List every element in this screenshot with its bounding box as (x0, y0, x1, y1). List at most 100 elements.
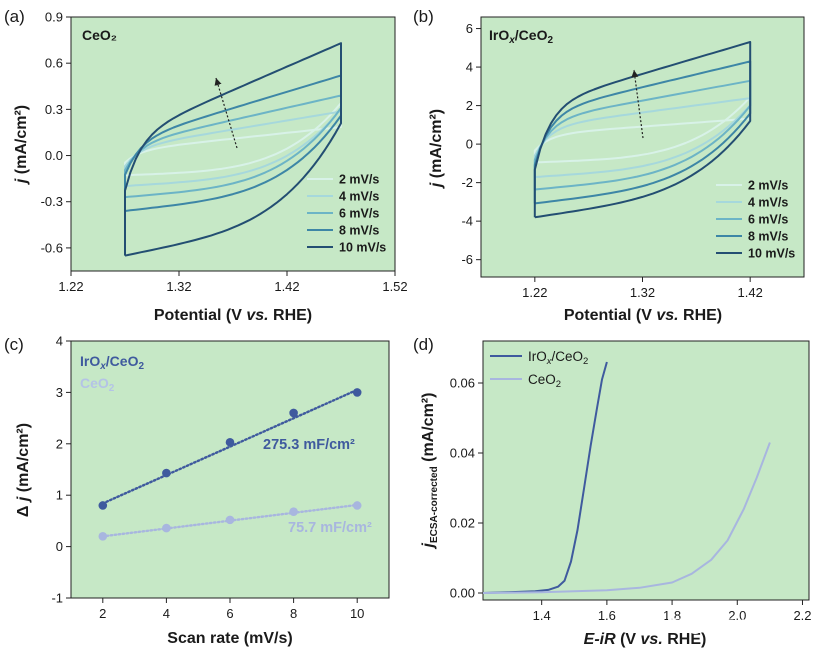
panel-c-label: (c) (4, 335, 24, 354)
watermark: 知乎 @水氢电 (650, 616, 751, 635)
panel-a-xlabel: Potential (V vs. RHE) (154, 307, 312, 324)
panel-d-label: (d) (413, 335, 434, 354)
panel-b-title: IrOx/CeO2 (489, 27, 553, 46)
d-ytick-label: 0.06 (450, 376, 475, 391)
panel-b-axes: 1.22 1.32 1.42 -6 -4 -2 0 2 4 6 (461, 21, 762, 300)
panel-a-ylabel: j (mA/cm²) (13, 105, 30, 185)
a-ytick-label: 0.3 (45, 102, 63, 117)
c-ytick-label: 1 (56, 488, 63, 503)
d-xtick-label: 1.4 (533, 608, 551, 623)
c-ytick-label: -1 (51, 591, 63, 606)
b-ytick-label: 6 (466, 21, 473, 36)
panel-a-legend: 2 mV/s 4 mV/s 6 mV/s 8 mV/s 10 mV/s (307, 173, 386, 255)
panel-c-ylabel: Δ j (mA/cm²) (15, 423, 32, 517)
b-xtick-label: 1.22 (522, 285, 547, 300)
panel-b-legend: 2 mV/s 4 mV/s 6 mV/s 8 mV/s 10 mV/s (716, 179, 795, 261)
panel-d-plot-area (482, 340, 810, 601)
c-point-iroxceo2 (162, 468, 171, 478)
a-legend-label: 2 mV/s (339, 173, 379, 187)
panel-d-legend-label-ceo2: CeO2 (528, 372, 561, 390)
a-ytick-label: -0.6 (41, 240, 63, 255)
b-ytick-label: -2 (461, 175, 473, 190)
a-ytick-label: 0.0 (45, 148, 63, 163)
panel-d-ylabel: jECSA-corrected (mA/cm²) (420, 393, 440, 550)
b-legend-label: 8 mV/s (748, 230, 788, 244)
panel-c-legend-ceo2: CeO2 (80, 375, 115, 394)
panel-d-xlabel: E-iR (V vs. RHE) (584, 631, 707, 648)
panel-d-legend: IrOx/CeO2 CeO2 (490, 349, 588, 390)
c-point-ceo2 (352, 501, 362, 510)
d-ytick-label: 0.02 (450, 516, 475, 531)
d-curve-iroxceo2 (482, 361, 608, 594)
panel-c-plot-area (70, 340, 390, 599)
d-xtick-label: 2.0 (728, 608, 746, 623)
panel-d-legend-label-iroxceo2: IrOx/CeO2 (528, 349, 588, 367)
d-xtick-label: 1.6 (598, 608, 616, 623)
c-ytick-label: 3 (56, 385, 63, 400)
c-xtick-label: 8 (290, 606, 297, 621)
b-ytick-label: 4 (466, 60, 473, 75)
a-xtick-label: 1.32 (166, 279, 191, 294)
b-ytick-label: 2 (466, 98, 473, 113)
c-point-iroxceo2 (225, 437, 235, 447)
a-legend-label: 4 mV/s (339, 190, 379, 204)
panel-a: (a) 1.22 1.32 1.42 1.52 -0.6 -0.3 0.0 0.3 0.6 0.9… (4, 7, 408, 324)
c-fit-line-iroxceo2 (101, 388, 359, 505)
c-point-ceo2 (162, 523, 171, 533)
panel-c-legend-iroxceo2: IrOx/CeO2 (80, 353, 144, 372)
b-ytick-label: -4 (461, 214, 473, 229)
b-xtick-label: 1.32 (630, 285, 655, 300)
a-cv-curve-1 (124, 102, 342, 177)
panel-c-capacitance-ceo2: 75.7 mF/cm² (288, 520, 372, 536)
panel-b-ylabel: j (mA/cm²) (428, 109, 445, 189)
a-xtick-label: 1.22 (58, 279, 83, 294)
a-cv-curve-5 (124, 42, 342, 257)
c-point-ceo2 (289, 507, 298, 516)
panel-c-marks (98, 388, 362, 541)
a-legend-label: 6 mV/s (339, 207, 379, 221)
panel-a-trend-arrow (214, 77, 238, 149)
d-xtick-label: 2.2 (793, 608, 811, 623)
panel-b-xlabel: Potential (V vs. RHE) (564, 307, 722, 324)
panel-c-xlabel: Scan rate (mV/s) (167, 630, 292, 647)
b-legend-label: 10 mV/s (748, 247, 795, 261)
panel-a-label: (a) (4, 7, 25, 26)
panel-c: (c) 2 4 6 8 10 -1 0 1 2 3 4 IrOx/CeO2 CeO2 275.3 m… (4, 334, 390, 647)
c-xtick-label: 10 (350, 606, 364, 621)
a-xtick-label: 1.52 (382, 279, 407, 294)
panel-a-axes: 1.22 1.32 1.42 1.52 -0.6 -0.3 0.0 0.3 0.6 0.9 (41, 10, 408, 295)
a-ytick-label: 0.9 (45, 10, 63, 25)
c-ytick-label: 4 (56, 334, 63, 349)
a-xtick-label: 1.42 (274, 279, 299, 294)
b-ytick-label: -6 (461, 252, 473, 267)
b-legend-label: 2 mV/s (748, 179, 788, 193)
d-xtick-label: 1.8 (663, 608, 681, 623)
panel-b: (b) 1.22 1.32 1.42 -6 -4 -2 0 2 4 6 IrOx/CeO2 2 m… (413, 7, 805, 324)
a-ytick-label: -0.3 (41, 194, 63, 209)
c-ytick-label: 2 (56, 436, 63, 451)
a-legend-label: 10 mV/s (339, 241, 386, 255)
c-xtick-label: 6 (226, 606, 233, 621)
b-ytick-label: 0 (466, 137, 473, 152)
panel-c-axes: 2 4 6 8 10 -1 0 1 2 3 4 (51, 334, 364, 622)
d-ytick-label: 0.00 (450, 586, 475, 601)
a-ytick-label: 0.6 (45, 56, 63, 71)
c-point-iroxceo2 (98, 501, 108, 510)
panel-d-curves (482, 361, 771, 594)
panel-b-curves (533, 41, 752, 219)
b-cv-curve-5 (533, 41, 752, 219)
c-xtick-label: 2 (99, 606, 106, 621)
c-ytick-label: 0 (56, 539, 63, 554)
panel-d: (d) 1.4 1.6 1.8 2.0 2.2 0.00 0.02 0.04 0.06 IrOx… (413, 335, 812, 648)
panel-a-curves (124, 42, 342, 257)
c-point-ceo2 (98, 532, 108, 541)
c-point-iroxceo2 (289, 408, 298, 418)
d-ytick-label: 0.04 (450, 446, 475, 461)
panel-b-label: (b) (413, 7, 434, 26)
b-legend-label: 4 mV/s (748, 196, 788, 210)
panel-c-capacitance-iroxceo2: 275.3 mF/cm² (263, 437, 355, 453)
b-xtick-label: 1.42 (738, 285, 763, 300)
panel-a-title: CeO₂ (82, 27, 117, 43)
c-point-ceo2 (225, 515, 235, 525)
